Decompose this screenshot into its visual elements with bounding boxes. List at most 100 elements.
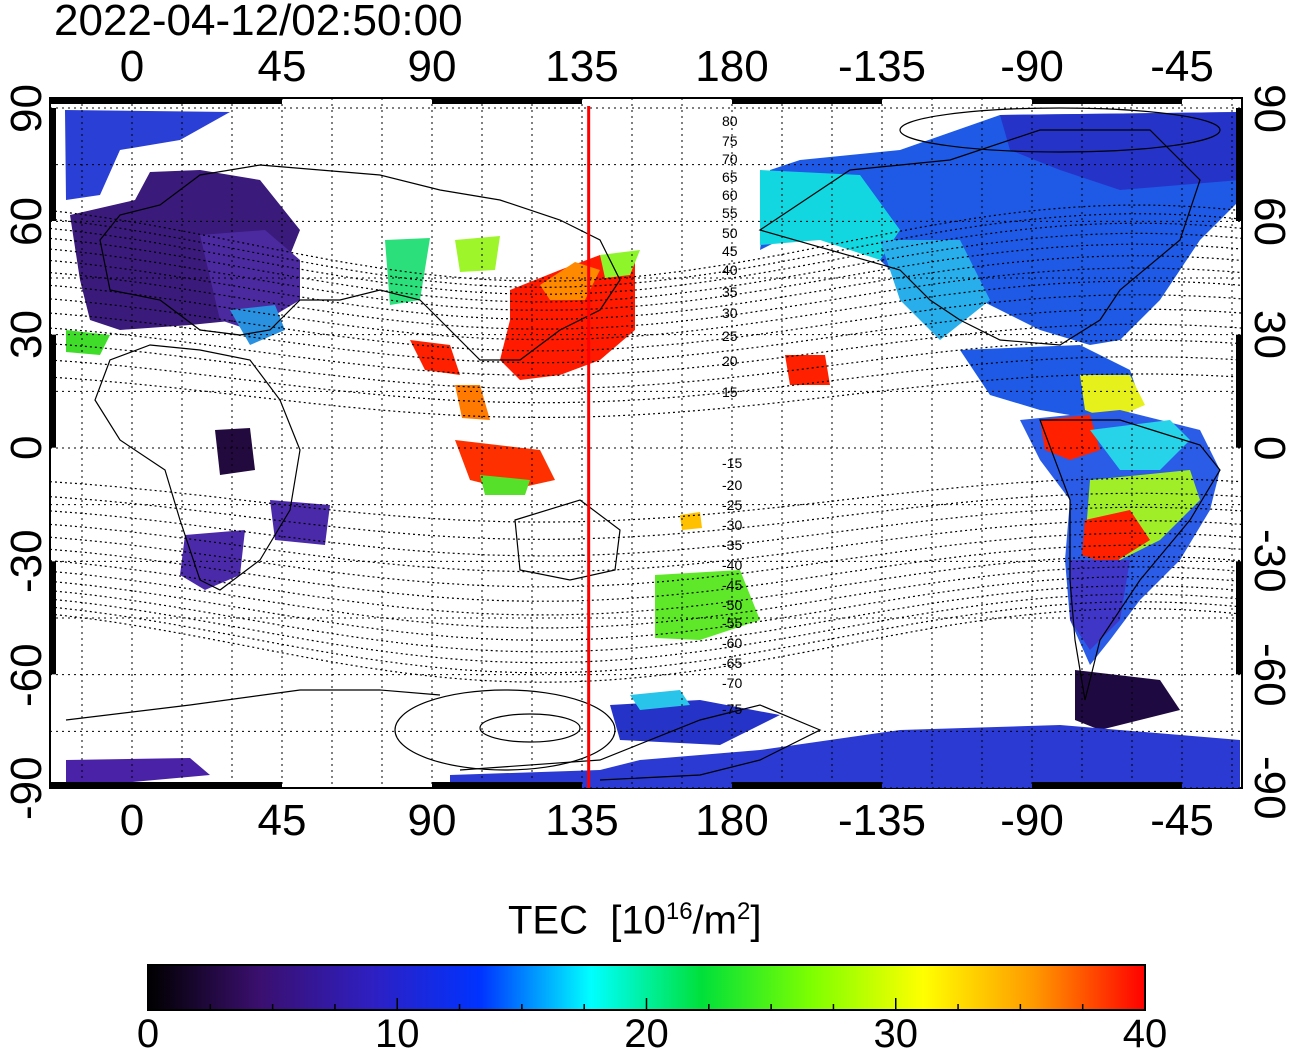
bottom-lon-label: 0 [119, 796, 145, 845]
contour-label: 45 [722, 243, 738, 259]
right-lat-label: -90 [1245, 755, 1294, 820]
frame-tick-bar [1236, 561, 1242, 675]
left-lat-label: -30 [2, 529, 51, 594]
contour-label: -15 [722, 455, 742, 471]
left-lat-label: -90 [2, 756, 51, 820]
top-lon-label: -45 [1150, 42, 1214, 91]
top-lon-label: 45 [257, 42, 307, 91]
magnetic-contour-line [50, 243, 1242, 311]
contour-label: 50 [722, 225, 738, 241]
bottom-lon-label: 90 [407, 796, 457, 845]
patch-antarctic [450, 725, 1240, 788]
left-lat-label: 60 [2, 196, 51, 246]
frame-tick-bar [50, 98, 132, 104]
contour-label: -25 [722, 497, 742, 513]
top-lon-label: -90 [1000, 42, 1064, 91]
contour-label: 40 [722, 262, 738, 278]
magnetic-contour-line [50, 232, 1242, 303]
contour-label: 70 [722, 151, 738, 167]
contour-label: 60 [722, 187, 738, 203]
frame-tick-bar [50, 561, 56, 675]
magnetic-contour-line [50, 601, 1242, 674]
left-lat-label: 30 [2, 310, 51, 360]
top-lon-label: 180 [695, 42, 769, 91]
frame-tick-bar [132, 98, 282, 104]
magnetic-contour-line [50, 544, 1242, 602]
right-lat-label: 60 [1245, 196, 1294, 246]
frame-tick-bar [132, 782, 282, 788]
contour-label: 30 [722, 305, 738, 321]
right-lat-label: -30 [1245, 529, 1294, 593]
magnetic-contour-line [50, 294, 1242, 352]
left-lat-label: 90 [2, 83, 51, 133]
right-lat-label: 0 [1245, 435, 1294, 461]
frame-tick-bar [732, 782, 882, 788]
contour-labels: 80 75 70 65 60 55 50 45 40 35 30 25 20 15 -15 -20 -25 -30… [722, 113, 742, 717]
contour-label: 75 [722, 133, 738, 149]
frame-tick-bar [432, 782, 582, 788]
magnetic-contour-line [50, 280, 1242, 341]
magnetic-contour-line [50, 222, 1242, 295]
contour-label: -40 [722, 557, 742, 573]
colorbar-tick-label: 20 [624, 1012, 669, 1056]
magnetic-contour-line [50, 255, 1242, 320]
frame-ticks [50, 98, 1242, 788]
magnetic-contour-line [50, 593, 1242, 664]
colorbar-ticks [147, 998, 1146, 1010]
bottom-lon-label: -135 [837, 796, 927, 845]
frame-tick-bar [432, 98, 582, 104]
frame-tick-bar [1032, 98, 1182, 104]
contour-label: -75 [722, 701, 742, 717]
left-lat-label: 0 [2, 435, 51, 460]
colorbar-title: TEC [1016/m2] [508, 898, 762, 943]
magnetic-contour-line [50, 576, 1242, 641]
right-lat-label: 90 [1245, 83, 1294, 133]
frame-tick-bar [732, 98, 882, 104]
top-lon-label: 0 [119, 42, 145, 91]
top-lon-label: -135 [837, 42, 927, 91]
right-lat-label: 30 [1245, 310, 1294, 360]
bottom-lon-label: -90 [1000, 796, 1064, 845]
contour-label: -65 [722, 655, 742, 671]
bottom-lon-label: -45 [1150, 796, 1214, 845]
contour-label: -20 [722, 477, 742, 493]
frame-tick-bar [50, 782, 132, 788]
contour-label: -55 [722, 615, 742, 631]
frame-tick-bar [1032, 782, 1182, 788]
top-lon-label: 135 [545, 42, 619, 91]
bottom-lon-label: 180 [695, 796, 769, 845]
bottom-lon-label: 135 [545, 796, 619, 845]
magnetic-contour-line [50, 267, 1242, 330]
contour-label: 20 [722, 353, 738, 369]
colorbar-tick-label: 30 [873, 1012, 919, 1056]
magnetic-contour-line [50, 555, 1242, 616]
contour-label: -30 [722, 517, 742, 533]
contour-label: -45 [722, 577, 742, 593]
magnetic-contour-line [50, 566, 1242, 629]
magnetic-contour-line [50, 532, 1242, 588]
contour-label: -35 [722, 537, 742, 553]
magnetic-contour-line [50, 308, 1242, 364]
colorbar-tick-label: 0 [136, 1012, 160, 1056]
coastlines [65, 107, 1221, 781]
bottom-lon-label: 45 [257, 796, 307, 845]
contour-label: 80 [722, 113, 738, 129]
frame-tick-bar [1236, 334, 1242, 448]
magnetic-contour-line [50, 204, 1242, 282]
magnetic-contour-line [50, 585, 1242, 653]
magnetic-contour-line [50, 608, 1242, 683]
magnetic-contour-line [50, 213, 1242, 288]
top-lon-label: 90 [407, 42, 457, 91]
left-lat-label: -60 [2, 642, 51, 707]
contour-label: 65 [722, 169, 738, 185]
frame-tick-bar [50, 108, 56, 221]
contour-label: 55 [722, 205, 738, 221]
contour-label: 25 [722, 328, 738, 344]
patch-east-asia [500, 255, 635, 380]
contour-label: 35 [722, 284, 738, 300]
contour-label: -70 [722, 675, 742, 691]
timestamp-title: 2022-04-12/02:50:00 [54, 0, 463, 45]
magnetic-contours [50, 204, 1242, 683]
